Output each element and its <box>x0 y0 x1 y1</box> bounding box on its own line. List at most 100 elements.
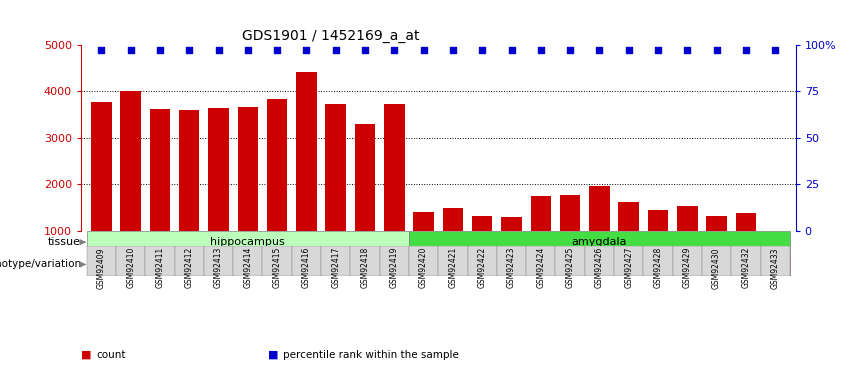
Bar <box>292 246 321 276</box>
Text: GSM92426: GSM92426 <box>595 247 604 288</box>
Point <box>271 46 284 53</box>
Bar <box>501 217 522 278</box>
Text: GSM92409: GSM92409 <box>97 247 106 289</box>
Bar <box>384 104 404 278</box>
Point <box>563 46 577 53</box>
Bar <box>87 246 116 276</box>
Text: GSM92421: GSM92421 <box>448 247 458 288</box>
Bar <box>409 231 790 253</box>
Text: GSM92427: GSM92427 <box>624 247 633 288</box>
Title: GDS1901 / 1452169_a_at: GDS1901 / 1452169_a_at <box>243 28 420 43</box>
Bar <box>589 186 609 278</box>
Bar <box>497 246 526 276</box>
Bar <box>706 216 727 278</box>
Bar <box>204 246 233 276</box>
Bar <box>262 253 409 276</box>
Bar <box>174 246 204 276</box>
Point <box>651 46 665 53</box>
Text: GSM92423: GSM92423 <box>507 247 516 288</box>
Text: GSM92432: GSM92432 <box>741 247 751 288</box>
Bar <box>267 99 288 278</box>
Point <box>329 46 343 53</box>
Bar <box>325 104 346 278</box>
Bar <box>526 246 556 276</box>
Bar <box>731 246 761 276</box>
Text: GSM92413: GSM92413 <box>214 247 223 288</box>
Bar <box>409 253 585 276</box>
Point <box>739 46 752 53</box>
Bar <box>761 246 790 276</box>
Text: GSM92414: GSM92414 <box>243 247 253 288</box>
Bar <box>672 246 702 276</box>
Bar <box>262 246 292 276</box>
Bar <box>585 253 790 276</box>
Bar <box>648 210 668 278</box>
Bar <box>619 202 639 278</box>
Text: tissue: tissue <box>49 237 81 247</box>
Text: count: count <box>96 350 126 360</box>
Text: GSM92419: GSM92419 <box>390 247 399 288</box>
Bar <box>146 246 174 276</box>
Point <box>212 46 226 53</box>
Point <box>768 46 782 53</box>
Point <box>592 46 606 53</box>
Bar <box>643 246 672 276</box>
Bar <box>560 195 580 278</box>
Point <box>534 46 547 53</box>
Text: GSM92424: GSM92424 <box>536 247 545 288</box>
Bar <box>467 246 497 276</box>
Text: GSM92417: GSM92417 <box>331 247 340 288</box>
Point <box>387 46 401 53</box>
Text: GSM92418: GSM92418 <box>361 247 369 288</box>
Point <box>153 46 167 53</box>
Text: GSM92411: GSM92411 <box>156 247 164 288</box>
Bar <box>530 196 551 278</box>
Point <box>124 46 138 53</box>
Text: GSM92416: GSM92416 <box>302 247 311 288</box>
Text: GSM92410: GSM92410 <box>126 247 135 288</box>
Bar <box>472 216 493 278</box>
Bar <box>443 208 463 278</box>
Text: GSM92429: GSM92429 <box>683 247 692 288</box>
Bar <box>614 246 643 276</box>
Point <box>622 46 636 53</box>
Text: low freezing behavior: low freezing behavior <box>441 260 553 270</box>
Bar <box>116 246 146 276</box>
Point <box>446 46 460 53</box>
Bar <box>414 212 434 278</box>
Bar <box>237 107 258 278</box>
Bar <box>233 246 262 276</box>
Point <box>505 46 518 53</box>
Point <box>182 46 196 53</box>
Bar <box>87 253 262 276</box>
Point <box>681 46 694 53</box>
Text: genotype/variation: genotype/variation <box>0 260 81 270</box>
Text: GSM92425: GSM92425 <box>566 247 574 288</box>
Bar <box>585 246 614 276</box>
Text: GSM92415: GSM92415 <box>272 247 282 288</box>
Point <box>476 46 489 53</box>
Bar <box>438 246 467 276</box>
Bar <box>179 110 199 278</box>
Text: ■: ■ <box>268 350 278 360</box>
Text: GSM92428: GSM92428 <box>654 247 662 288</box>
Text: GSM92420: GSM92420 <box>419 247 428 288</box>
Point <box>710 46 723 53</box>
Bar <box>351 246 380 276</box>
Bar <box>702 246 731 276</box>
Bar <box>120 92 141 278</box>
Text: high freezing behavior: high freezing behavior <box>629 260 746 270</box>
Bar <box>380 246 409 276</box>
Bar <box>208 108 229 278</box>
Bar <box>409 246 438 276</box>
Point <box>417 46 431 53</box>
Text: GSM92412: GSM92412 <box>185 247 194 288</box>
Text: low freezing behavior: low freezing behavior <box>118 260 231 270</box>
Bar <box>735 213 757 278</box>
Bar <box>355 124 375 278</box>
Text: GSM92422: GSM92422 <box>477 247 487 288</box>
Bar <box>677 206 698 278</box>
Bar <box>321 246 351 276</box>
Point <box>94 46 108 53</box>
Bar <box>87 231 409 253</box>
